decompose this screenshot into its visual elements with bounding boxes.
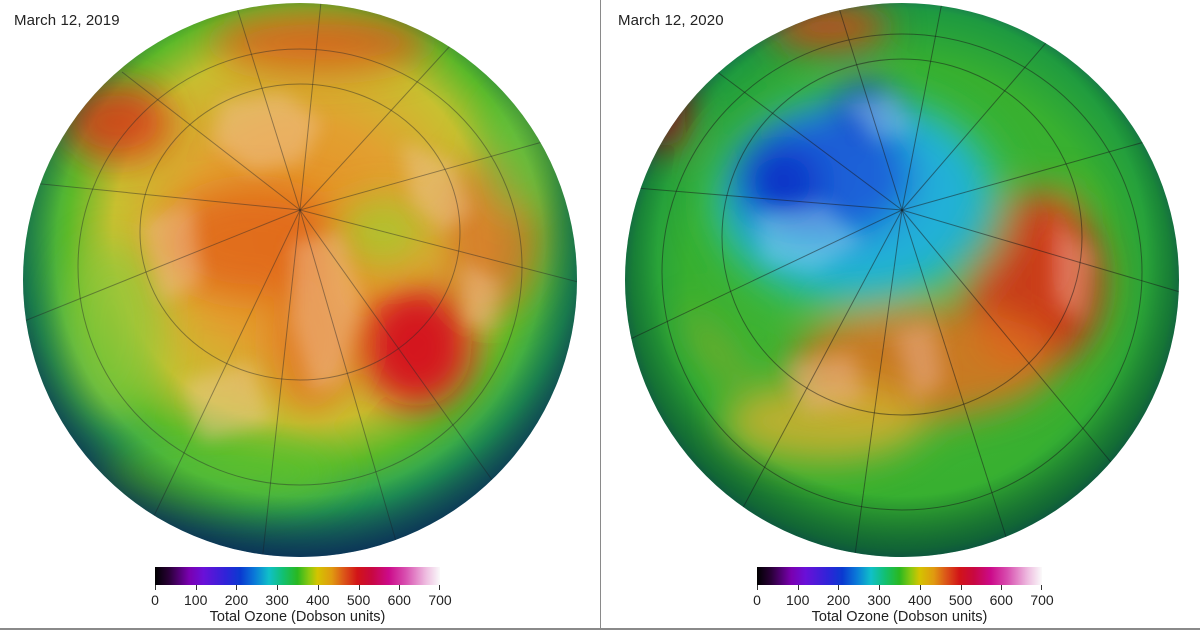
- tick-label: 0: [753, 592, 761, 608]
- colorbar-tick-labels: 0 100 200 300 400 500 600 700: [151, 592, 452, 608]
- tick-label: 100: [184, 592, 208, 608]
- tick-label: 700: [1030, 592, 1054, 608]
- colorbar-title: Total Ozone (Dobson units): [811, 609, 988, 625]
- tick-label: 100: [786, 592, 810, 608]
- colorbar-ticks: [155, 585, 441, 591]
- tick-label: 400: [306, 592, 330, 608]
- tick-label: 400: [908, 592, 932, 608]
- tick-label: 700: [428, 592, 452, 608]
- ozone-globe-2020: [624, 2, 1180, 558]
- colorbar-tick-labels: 0 100 200 300 400 500 600 700: [753, 592, 1054, 608]
- colorbar-ticks: [757, 585, 1043, 591]
- colorbar-title: Total Ozone (Dobson units): [209, 609, 386, 625]
- tick-label: 600: [989, 592, 1013, 608]
- tick-label: 200: [224, 592, 249, 608]
- date-label-2020: March 12, 2020: [618, 12, 724, 29]
- tick-label: 600: [387, 592, 411, 608]
- colorbar-gradient: [757, 567, 1042, 585]
- tick-label: 0: [151, 592, 159, 608]
- tick-label: 500: [948, 592, 973, 608]
- bottom-rule: [0, 628, 1200, 630]
- tick-label: 200: [826, 592, 851, 608]
- panel-2020: March 12, 2020: [601, 0, 1200, 628]
- colorbar-2020: 0 100 200 300 400 500 600 700 Total Ozon…: [752, 566, 1054, 628]
- panel-2019: March 12, 2019: [0, 0, 600, 628]
- colorbar-2019: 0 100 200 300 400 500 600 700 Total Ozon…: [150, 566, 452, 628]
- colorbar-gradient: [155, 567, 440, 585]
- tick-label: 300: [867, 592, 891, 608]
- tick-label: 500: [346, 592, 371, 608]
- ozone-globe-2019: [22, 2, 578, 558]
- date-label-2019: March 12, 2019: [14, 12, 120, 29]
- tick-label: 300: [265, 592, 289, 608]
